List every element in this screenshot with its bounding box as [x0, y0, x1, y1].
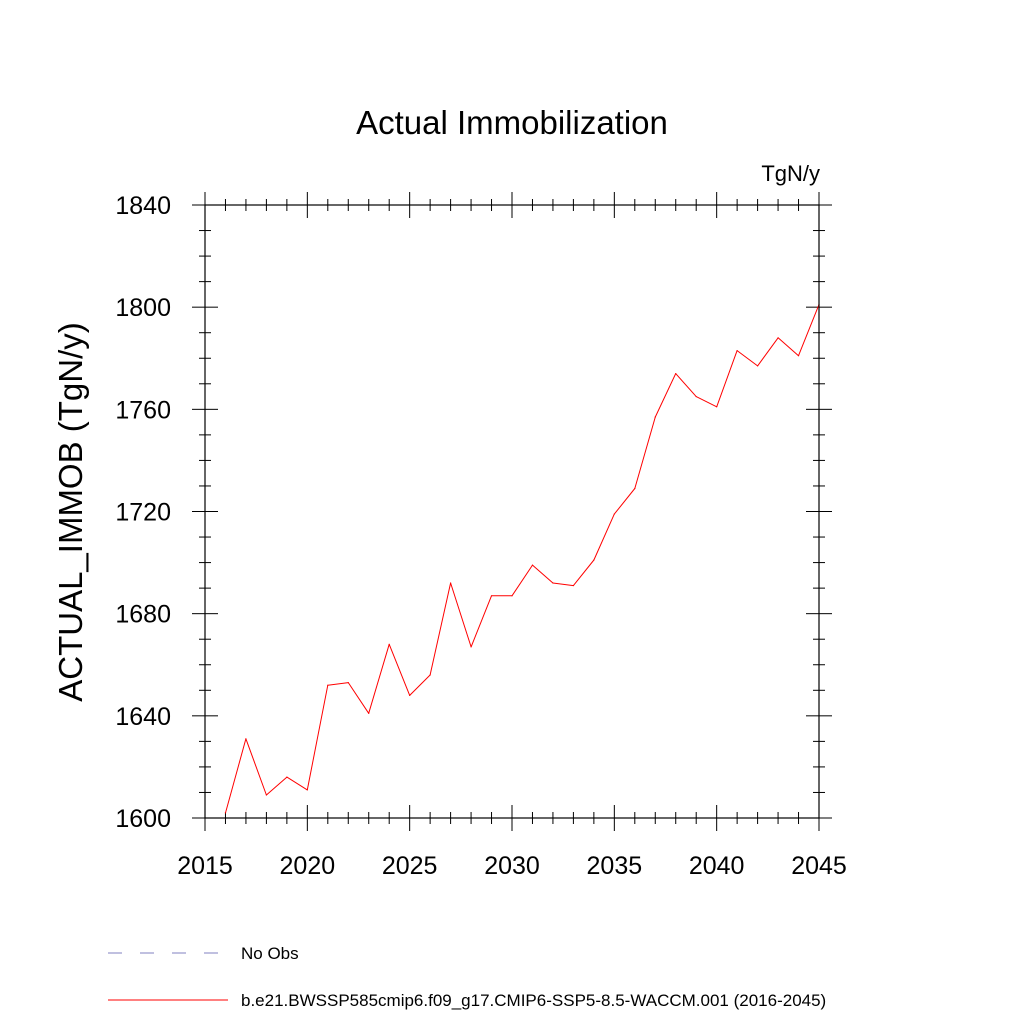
data-point	[490, 595, 493, 597]
y-tick-label: 1640	[115, 703, 171, 731]
data-point	[450, 582, 452, 584]
data-point	[388, 643, 390, 645]
chart-title: Actual Immobilization	[356, 104, 668, 141]
data-point	[634, 487, 636, 490]
data-point	[286, 776, 288, 778]
data-point	[613, 513, 615, 515]
x-tick-label: 2025	[382, 852, 438, 880]
data-point	[695, 395, 697, 398]
data-point	[265, 794, 267, 796]
data-point	[224, 812, 227, 814]
x-tick-label: 2045	[791, 852, 847, 880]
data-point	[347, 682, 349, 684]
data-point	[777, 337, 779, 339]
legend-label-obs: No Obs	[241, 944, 299, 963]
data-point	[511, 595, 513, 597]
y-tick-label: 1600	[115, 805, 171, 833]
y-tick-label: 1680	[115, 601, 171, 629]
data-point	[327, 684, 329, 686]
x-tick-label: 2040	[689, 852, 745, 880]
legend: No Obs b.e21.BWSSP585cmip6.f09_g17.CMIP6…	[108, 944, 826, 1010]
ticks-layer: 2015 2020 2025 2030 2035 2040 2045 1600 1640 1680…	[115, 192, 847, 880]
data-point	[572, 584, 575, 587]
x-tick-label: 2030	[484, 852, 540, 880]
plot-frame	[204, 204, 820, 819]
data-point	[470, 646, 472, 648]
y-tick-label: 1840	[115, 192, 171, 220]
x-tick-label: 2015	[177, 852, 233, 880]
data-point	[368, 712, 370, 714]
y-axis-label: ACTUAL_IMMOB (TgN/y)	[52, 322, 89, 702]
series-layer	[224, 304, 820, 814]
data-point	[654, 416, 656, 418]
data-point	[736, 349, 738, 352]
data-point	[716, 406, 718, 408]
data-point	[797, 355, 800, 357]
data-point	[306, 789, 308, 791]
data-point	[757, 365, 759, 367]
x-tick-label: 2020	[280, 852, 336, 880]
data-point	[531, 564, 534, 566]
data-point	[429, 674, 431, 676]
data-point	[675, 372, 677, 375]
data-point	[593, 559, 595, 561]
series-line	[225, 304, 820, 814]
legend-label-model: b.e21.BWSSP585cmip6.f09_g17.CMIP6-SSP5-8…	[241, 991, 826, 1010]
data-point	[245, 738, 247, 740]
y-tick-label: 1720	[115, 499, 171, 527]
data-point	[409, 694, 411, 697]
data-point	[552, 582, 554, 584]
units-label: TgN/y	[761, 161, 820, 186]
x-tick-label: 2035	[587, 852, 643, 880]
y-tick-label: 1800	[115, 294, 171, 322]
y-tick-label: 1760	[115, 396, 171, 424]
